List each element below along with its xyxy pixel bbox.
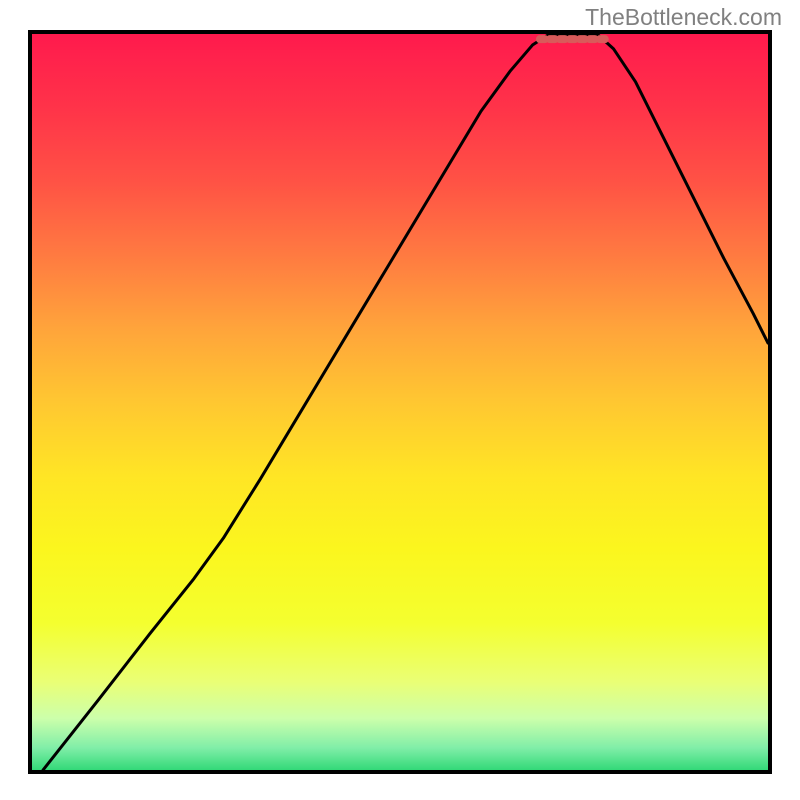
watermark-text: TheBottleneck.com [585, 4, 782, 31]
plot-frame [28, 30, 772, 774]
curve-layer [32, 34, 768, 770]
bottleneck-curve [43, 35, 768, 770]
chart-container: TheBottleneck.com [0, 0, 800, 800]
